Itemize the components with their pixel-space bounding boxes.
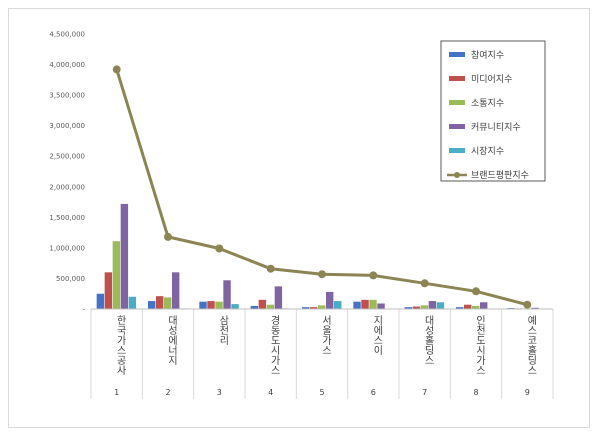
x-rank-label: 3 [217, 388, 222, 397]
bar [266, 304, 275, 309]
bar [455, 307, 464, 309]
line-point [164, 232, 172, 241]
line-point [215, 244, 224, 253]
x-category-label: 서울가스 [320, 315, 332, 355]
x-rank-label: 1 [114, 388, 119, 397]
bar [215, 301, 223, 309]
chart: - 500,000 1,000,000 1,500,000 2,000,000 2,500… [49, 31, 554, 399]
bar [96, 293, 105, 309]
bar [231, 304, 239, 309]
bar [353, 301, 361, 309]
line-point [523, 300, 532, 309]
bar [428, 301, 437, 309]
legend-box [440, 40, 546, 182]
bar [412, 306, 421, 309]
x-rank-label: 8 [473, 388, 478, 397]
bar [480, 302, 488, 309]
x-rank-label: 7 [422, 388, 427, 397]
bar [463, 304, 472, 309]
legend-label: 미디어지수 [471, 74, 512, 85]
bar [420, 305, 429, 309]
legend-label: 브랜드평판지수 [471, 170, 529, 181]
legend-swatch [449, 100, 465, 105]
bar [436, 302, 445, 309]
bar [147, 301, 156, 309]
x-category-label: 인천도시가스 [474, 315, 486, 375]
x-rank-label: 2 [165, 388, 170, 397]
y-tick-label: 500,000 [56, 275, 85, 283]
y-tick-label: 4,500,000 [49, 31, 85, 39]
y-tick-label: 1,500,000 [49, 214, 85, 222]
bar [207, 301, 215, 309]
x-category-label: 한국가스공사 [114, 315, 126, 376]
bar [309, 307, 318, 309]
x-rank-label: 5 [319, 388, 324, 397]
line-point [420, 279, 429, 288]
legend-swatch [449, 124, 465, 129]
bar [164, 297, 172, 309]
bar [258, 299, 267, 309]
x-category-label: 지에스이 [371, 315, 383, 356]
y-tick-label: 3,500,000 [49, 92, 85, 100]
legend-label: 소통지수 [471, 98, 504, 109]
bar [120, 203, 129, 309]
bar [172, 272, 180, 309]
bar [199, 301, 207, 309]
bar [274, 286, 283, 309]
line-point [112, 65, 121, 74]
y-tick-label: - [82, 306, 85, 314]
legend-swatch [449, 76, 465, 81]
bar [334, 301, 342, 309]
legend-swatch [449, 148, 465, 153]
line-point [472, 287, 480, 296]
y-tick-label: 4,000,000 [49, 61, 85, 69]
bar [250, 305, 259, 309]
bar [404, 307, 413, 309]
bar [377, 303, 385, 309]
bar [112, 241, 121, 309]
x-category-label: 경동도시가스 [268, 314, 280, 375]
legend-label: 참여지수 [471, 49, 504, 61]
chart-frame: - 500,000 1,000,000 1,500,000 2,000,000 2,500… [8, 8, 590, 428]
line-point [266, 264, 275, 273]
bar [326, 291, 334, 309]
legend-marker [454, 172, 460, 178]
x-category-label: 삼천리 [217, 315, 229, 346]
y-tick-label: 2,000,000 [49, 183, 85, 191]
x-category-label: 대성에너지 [166, 315, 178, 366]
legend-label: 시장지수 [471, 146, 504, 157]
x-rank-label: 9 [525, 388, 530, 397]
bar [531, 307, 539, 309]
bar [361, 299, 369, 309]
line-point [318, 270, 326, 279]
bar [223, 280, 231, 309]
bar [128, 296, 137, 309]
y-tick-label: 1,000,000 [49, 244, 85, 252]
bar [104, 272, 113, 309]
bar [155, 296, 164, 309]
x-category-label: 예스코홀딩스 [525, 315, 537, 375]
bar [318, 305, 326, 309]
legend-swatch [449, 52, 465, 57]
x-rank-label: 6 [371, 388, 376, 397]
bar [369, 299, 377, 309]
x-category-label: 대성홀딩스 [422, 315, 434, 365]
bar [301, 307, 310, 309]
y-tick-label: 3,000,000 [49, 122, 85, 130]
x-rank-label: 4 [268, 388, 273, 397]
y-tick-label: 2,500,000 [49, 153, 85, 161]
bar [472, 305, 480, 309]
legend-label: 커뮤니티지수 [471, 122, 521, 133]
line-point [369, 271, 378, 280]
